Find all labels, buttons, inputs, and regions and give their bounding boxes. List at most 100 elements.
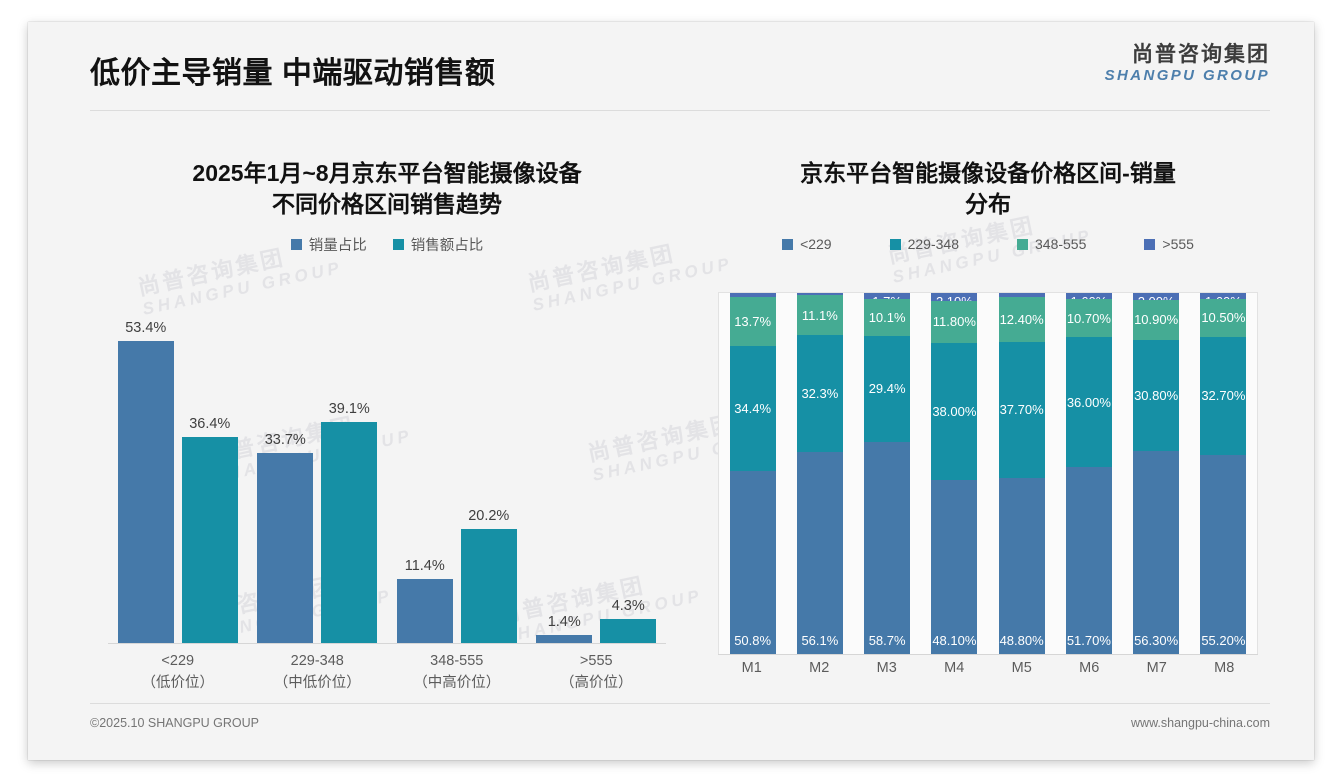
footer-website[interactable]: www.shangpu-china.com (1131, 716, 1270, 730)
legend-item-348-555[interactable]: 348-555 (1017, 236, 1086, 252)
stack-segment-label: 29.4% (868, 381, 906, 397)
stack-segment-label: 51.70% (1066, 632, 1111, 648)
stack-segment[interactable]: 37.70% (998, 341, 1045, 478)
bar-item[interactable]: 20.2% (460, 304, 517, 643)
bar-item[interactable]: 36.4% (181, 304, 238, 643)
stacked-bar[interactable]: 1.1%13.7%34.4%50.8% (729, 293, 776, 654)
bar-rect[interactable] (117, 341, 174, 643)
stack-segment[interactable]: 11.80% (931, 300, 978, 344)
bar-rect[interactable] (460, 528, 517, 643)
stack-segment-label: 10.50% (1201, 310, 1246, 326)
bar-item[interactable]: 53.4% (117, 304, 174, 643)
legend-item-revenue[interactable]: 销售额占比 (392, 234, 484, 255)
stack-segment[interactable]: 50.8% (729, 470, 776, 654)
stack-segment[interactable]: 10.50% (1200, 298, 1247, 337)
bar-group: 33.7% 39.1% (248, 304, 388, 643)
bar-value-label: 4.3% (611, 597, 645, 614)
stacked-bar-container: 1.1%13.7%34.4%50.8%0.6%11.1%32.3%56.1%1.… (719, 293, 1257, 654)
stack-segment[interactable]: 30.80% (1133, 339, 1180, 451)
right-chart-x-axis (718, 654, 1258, 655)
legend-label: >555 (1162, 236, 1194, 253)
x-axis-label-main: 229-348 (290, 653, 344, 669)
legend-swatch-icon (392, 239, 404, 251)
footer-copyright: ©2025.10 SHANGPU GROUP (90, 716, 259, 730)
bar-value-label: 1.4% (547, 614, 581, 631)
bar-item[interactable]: 33.7% (257, 304, 314, 643)
stacked-bar[interactable]: 1.7%10.1%29.4%58.7% (864, 293, 911, 654)
stack-segment[interactable]: 12.40% (998, 296, 1045, 342)
stacked-bar[interactable]: 1.60%10.50%32.70%55.20% (1200, 293, 1247, 654)
bar-rect[interactable] (600, 618, 657, 643)
legend-item-229[interactable]: <229 (782, 236, 832, 252)
stack-segment[interactable]: 10.70% (1065, 298, 1112, 338)
stack-segment[interactable]: 38.00% (931, 343, 978, 481)
legend-item-229-348[interactable]: 229-348 (889, 236, 959, 252)
x-axis-label: M6 (1079, 660, 1100, 676)
stacked-bar[interactable]: 0.6%11.1%32.3%56.1% (796, 293, 843, 654)
legend-swatch-icon (290, 239, 302, 251)
stack-segment[interactable]: 48.80% (998, 477, 1045, 654)
bar-item[interactable]: 11.4% (396, 304, 453, 643)
stack-segment[interactable]: 10.90% (1133, 300, 1180, 340)
legend-item-555[interactable]: >555 (1144, 236, 1194, 252)
stack-segment[interactable]: 2.00% (1133, 293, 1180, 309)
stack-segment-label: 37.70% (999, 402, 1044, 418)
stack-segment[interactable]: 58.7% (864, 441, 911, 654)
x-axis-label: <229 （低价位） (108, 650, 248, 695)
bar-item[interactable]: 4.3% (600, 304, 657, 643)
legend-label: 销售额占比 (410, 238, 484, 255)
stack-segment[interactable]: 51.70% (1065, 467, 1112, 654)
x-axis-label-sub: （中低价位） (273, 675, 361, 692)
stack-segment[interactable]: 56.1% (796, 451, 843, 654)
stack-segment[interactable]: 13.7% (729, 296, 776, 347)
bar-rect[interactable] (536, 635, 593, 643)
slide-header: 低价主导销量 中端驱动销售额 尚普咨询集团 SHANGPU GROUP (28, 22, 1314, 114)
stack-segment-label: 36.00% (1066, 394, 1111, 410)
stack-segment[interactable]: 32.70% (1200, 336, 1247, 455)
bar-item[interactable]: 1.4% (536, 304, 593, 643)
x-axis-label: M5 (1011, 660, 1032, 676)
x-axis-label: M8 (1214, 660, 1235, 676)
left-chart-plot-area: 53.4% 36.4% 33.7% 39.1% 11.4% 20.2% 1.4% 4.3% (108, 304, 666, 644)
stack-segment[interactable]: 55.20% (1200, 454, 1247, 654)
bar-item[interactable]: 39.1% (321, 304, 378, 643)
right-chart-panel: 京东平台智能摄像设备价格区间-销量 分布 <229 229-348 348-555 >… (704, 134, 1272, 714)
stacked-bar-column: 1.1%13.7%34.4%50.8% (719, 293, 786, 654)
stack-segment-label: 56.1% (801, 633, 839, 648)
stack-segment[interactable]: 29.4% (864, 335, 911, 442)
stack-segment[interactable]: 2.10% (931, 293, 978, 309)
bar-value-label: 11.4% (404, 557, 445, 574)
bar-value-label: 33.7% (264, 431, 306, 448)
bar-group: 1.4% 4.3% (527, 304, 667, 643)
stacked-bar-column: 1.60%10.50%32.70%55.20% (1190, 293, 1257, 654)
bar-rect[interactable] (181, 437, 238, 643)
logo-chinese-name: 尚普咨询集团 (1132, 43, 1270, 66)
stacked-bar[interactable]: 1.60%10.70%36.00%51.70% (1065, 293, 1112, 654)
stack-segment-label: 58.7% (868, 632, 906, 648)
stack-segment[interactable]: 11.1% (796, 295, 843, 336)
x-axis-label-sub: （高价位） (560, 675, 633, 692)
stack-segment[interactable]: 32.3% (796, 335, 843, 452)
stack-segment[interactable]: 34.4% (729, 346, 776, 471)
bar-rect[interactable] (257, 452, 314, 643)
x-axis-label: 229-348 （中低价位） (248, 650, 388, 695)
stack-segment-label: 11.1% (801, 307, 838, 323)
x-axis-label: M1 (741, 660, 762, 676)
x-axis-label: 348-555 （中高价位） (387, 650, 527, 695)
x-axis-label: M4 (944, 660, 965, 676)
stack-segment[interactable]: 10.1% (864, 299, 911, 336)
stack-segment[interactable]: 36.00% (1065, 337, 1112, 468)
stack-segment[interactable]: 48.10% (931, 480, 978, 654)
bar-rect[interactable] (396, 578, 453, 643)
stack-segment-label: 48.80% (999, 632, 1044, 648)
stacked-bar-column: 1.7%10.1%29.4%58.7% (854, 293, 921, 654)
legend-item-volume[interactable]: 销量占比 (290, 234, 367, 255)
bar-rect[interactable] (321, 422, 378, 643)
stack-segment-label: 48.10% (932, 632, 977, 648)
stack-segment[interactable]: 56.30% (1133, 450, 1180, 654)
stacked-bar[interactable]: 2.00% 10.90% 30.80% 56.30% (1133, 293, 1180, 654)
stacked-bar[interactable]: 1.10%12.40%37.70%48.80% (998, 293, 1045, 654)
legend-label: <229 (800, 236, 832, 253)
x-axis-label-sub: （中高价位） (413, 675, 501, 692)
stacked-bar[interactable]: 2.10% 11.80% 38.00% 48.10% (931, 293, 978, 654)
